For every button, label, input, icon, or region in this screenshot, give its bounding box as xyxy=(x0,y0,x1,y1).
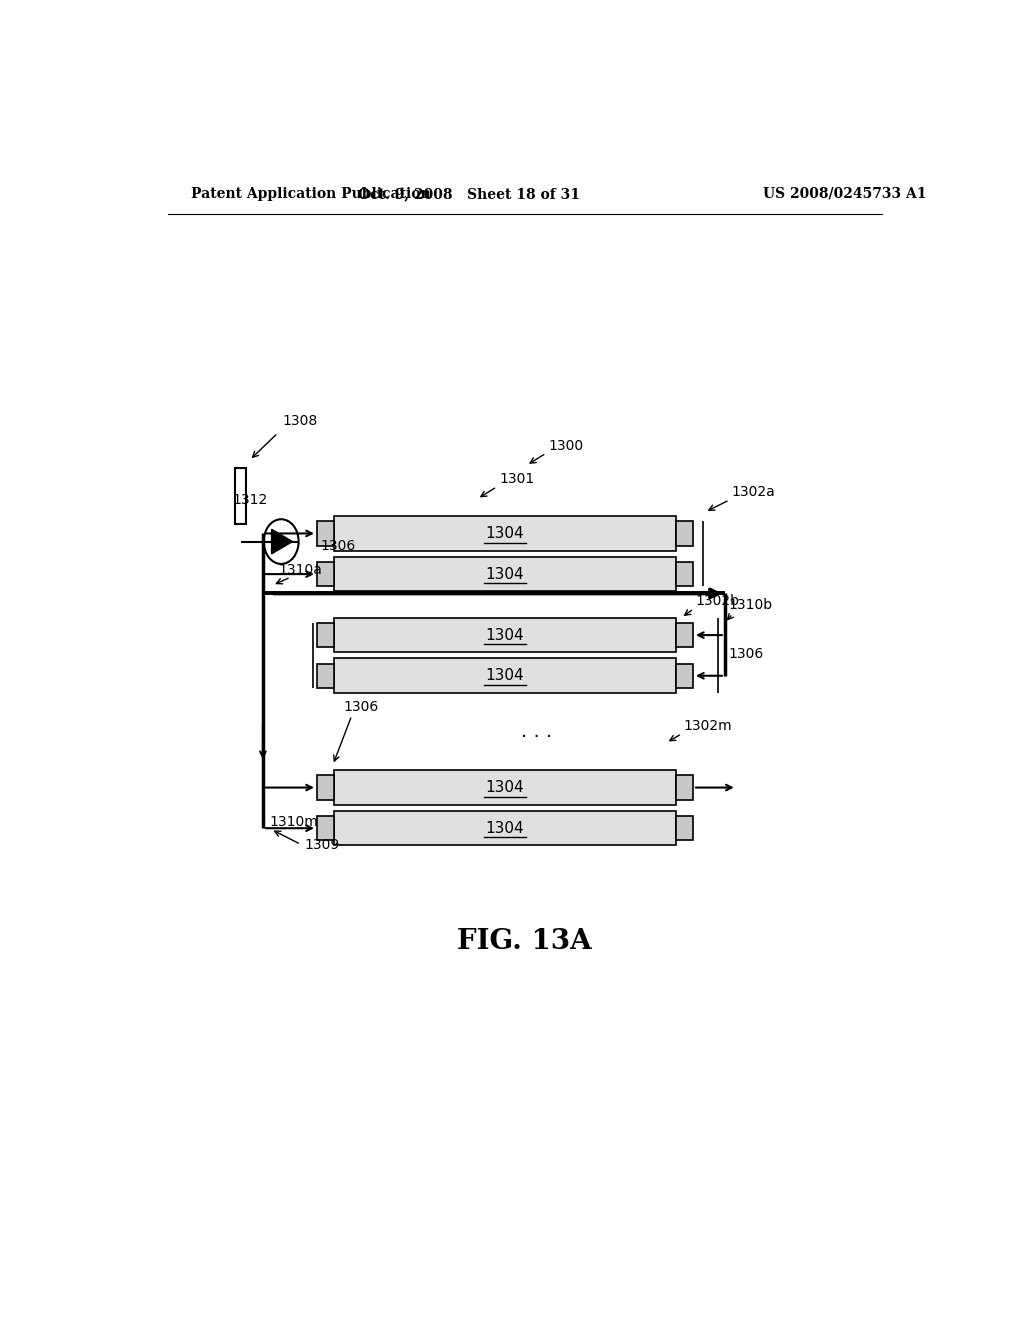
Bar xyxy=(316,521,334,545)
Text: 1306: 1306 xyxy=(321,539,356,553)
Text: 1304: 1304 xyxy=(485,627,524,643)
Text: 1306: 1306 xyxy=(729,647,764,660)
Text: US 2008/0245733 A1: US 2008/0245733 A1 xyxy=(763,187,927,201)
Bar xyxy=(676,775,693,800)
Text: 1304: 1304 xyxy=(485,668,524,684)
Bar xyxy=(676,623,693,647)
Text: 1302a: 1302a xyxy=(731,484,775,499)
Text: 1304: 1304 xyxy=(485,566,524,582)
Bar xyxy=(676,664,693,688)
Text: 1304: 1304 xyxy=(485,780,524,795)
Bar xyxy=(676,816,693,841)
Bar xyxy=(316,816,334,841)
Bar xyxy=(334,771,676,805)
Text: 1304: 1304 xyxy=(485,525,524,541)
Text: 1308: 1308 xyxy=(282,413,317,428)
Bar xyxy=(334,557,676,591)
Bar xyxy=(676,562,693,586)
Text: FIG. 13A: FIG. 13A xyxy=(458,928,592,954)
Text: 1304: 1304 xyxy=(485,821,524,836)
Bar xyxy=(316,775,334,800)
Text: 1306: 1306 xyxy=(344,701,379,714)
Text: 1301: 1301 xyxy=(500,471,535,486)
Bar xyxy=(316,623,334,647)
Text: 1302m: 1302m xyxy=(684,718,732,733)
Text: Patent Application Publication: Patent Application Publication xyxy=(191,187,431,201)
Bar xyxy=(334,516,676,550)
Text: 1312: 1312 xyxy=(232,494,267,507)
Bar xyxy=(236,469,246,524)
Bar xyxy=(334,659,676,693)
Bar xyxy=(676,521,693,545)
Text: 1310b: 1310b xyxy=(729,598,773,611)
Bar xyxy=(316,664,334,688)
Polygon shape xyxy=(271,529,293,554)
Text: 1302b: 1302b xyxy=(695,594,739,607)
Text: 1300: 1300 xyxy=(549,440,584,453)
Text: Oct. 9, 2008   Sheet 18 of 31: Oct. 9, 2008 Sheet 18 of 31 xyxy=(358,187,581,201)
Text: 1310m: 1310m xyxy=(269,816,318,829)
Text: . . .: . . . xyxy=(521,722,552,741)
Text: 1310a: 1310a xyxy=(279,564,323,577)
Bar xyxy=(316,562,334,586)
Text: 1309: 1309 xyxy=(304,838,339,851)
Bar xyxy=(334,618,676,652)
Bar xyxy=(334,810,676,846)
